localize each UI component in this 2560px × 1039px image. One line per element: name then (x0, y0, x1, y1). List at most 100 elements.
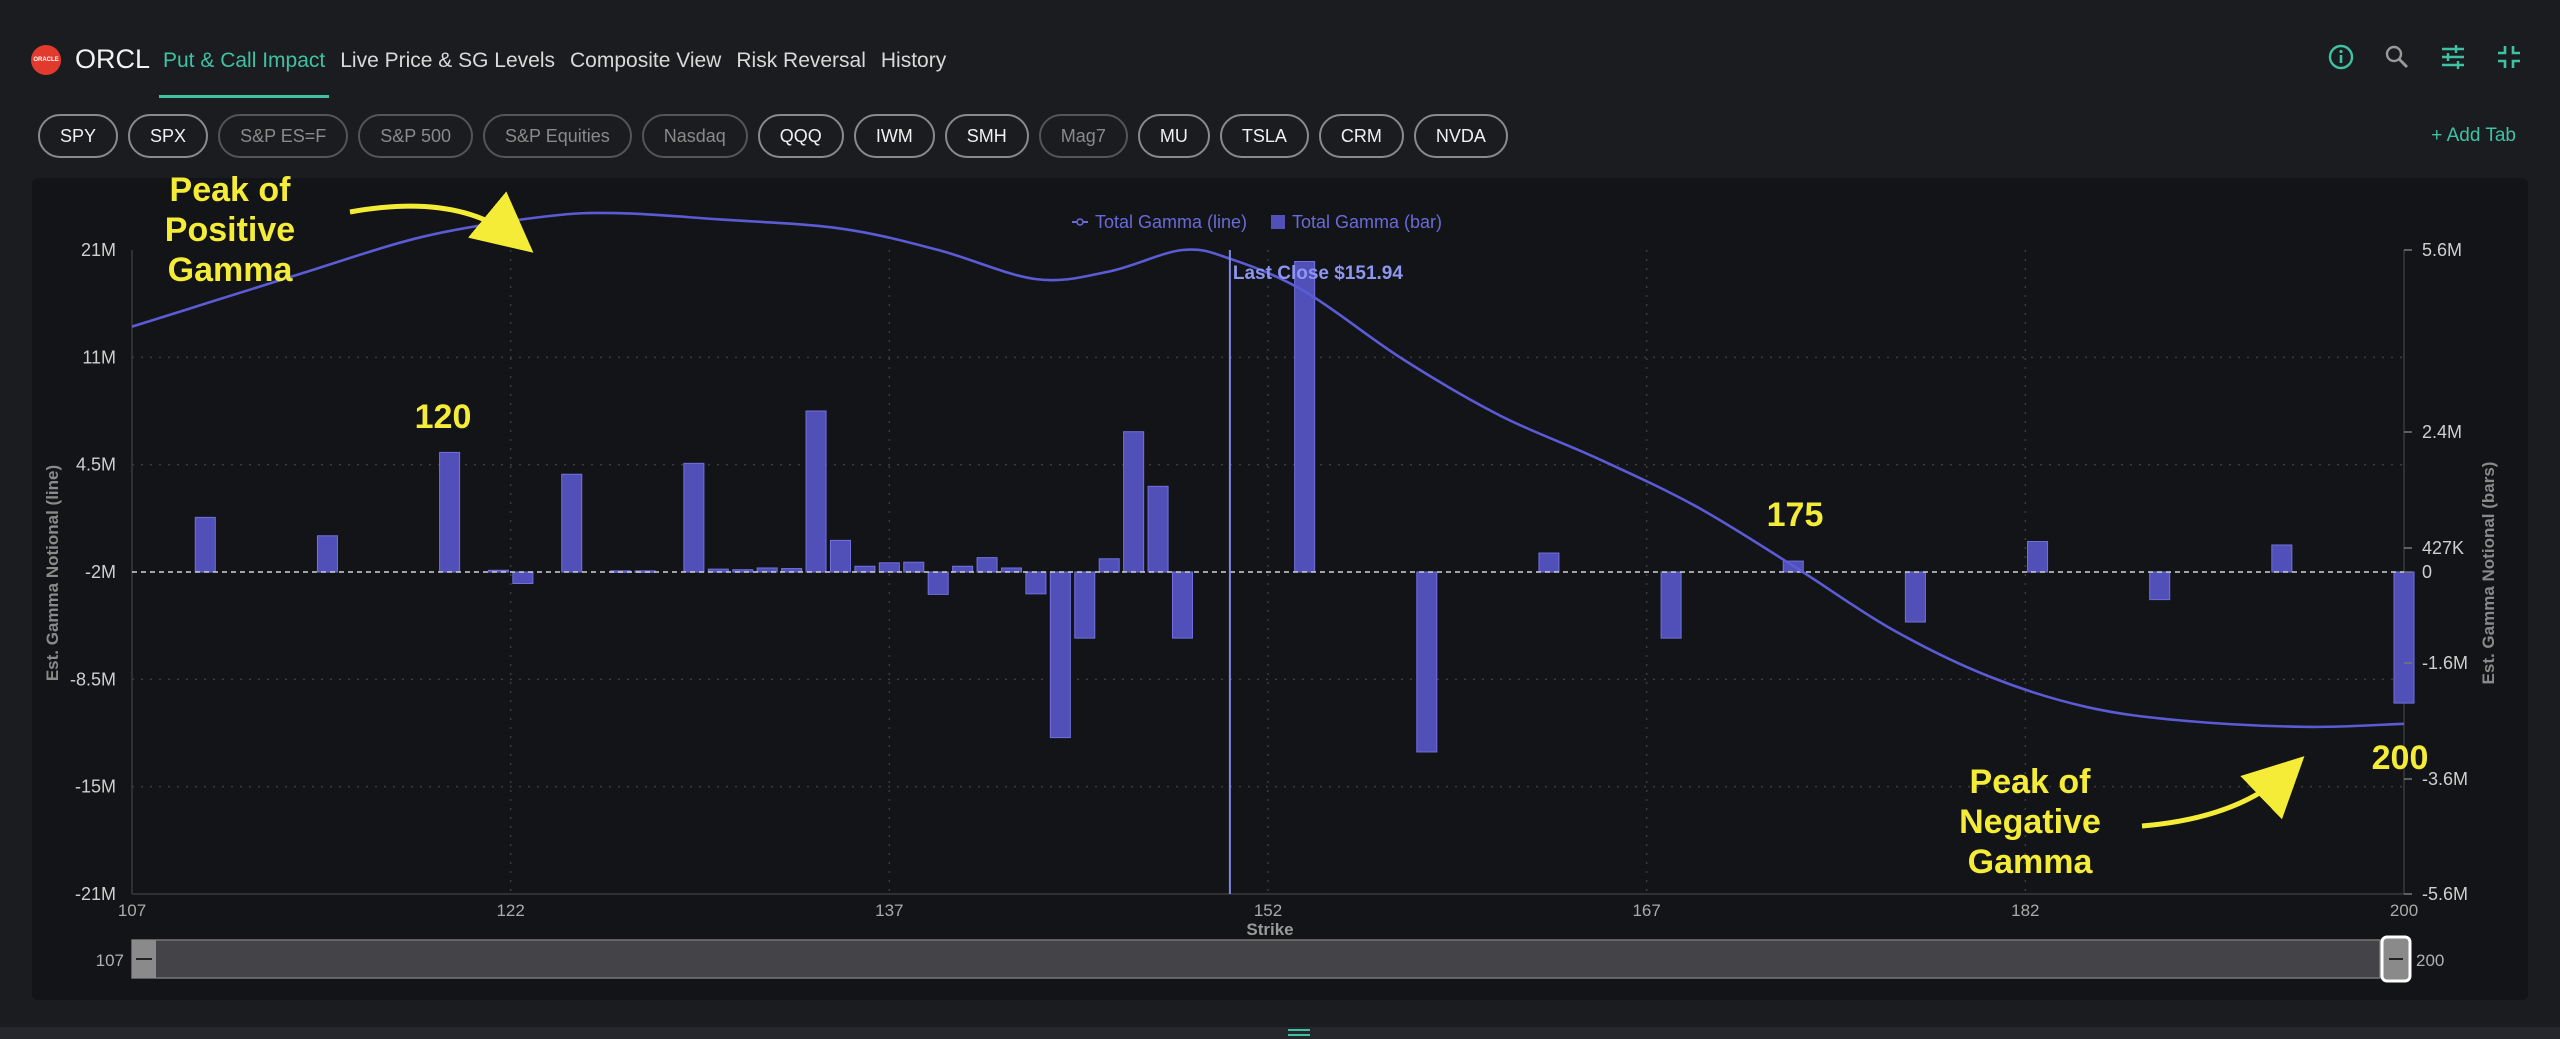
tab-composite-view[interactable]: Composite View (570, 49, 722, 72)
gamma-bar (2393, 571, 2415, 704)
symbol-tab-mag7[interactable]: Mag7 (1038, 114, 1128, 158)
x-axis-ticks: 107 122 137 152 167 182 200 (118, 901, 2418, 920)
left-axis-ticks: 21M 11M 4.5M -2M -8.5M -15M -21M (70, 240, 116, 904)
search-icon[interactable] (2384, 44, 2410, 70)
chart-legend: Total Gamma (line) Total Gamma (bar) (1072, 212, 1442, 232)
gamma-bar (1538, 552, 1560, 573)
symbol-tab-crm[interactable]: CRM (1318, 114, 1404, 158)
gamma-bar (1416, 571, 1438, 753)
symbol-tab-qqq[interactable]: QQQ (757, 114, 844, 158)
legend-bar-label[interactable]: Total Gamma (bar) (1292, 212, 1442, 232)
symbol-tab-sp-equities[interactable]: S&P Equities (483, 114, 632, 158)
tab-put-call-impact[interactable]: Put & Call Impact (158, 49, 330, 98)
gamma-bar (439, 451, 461, 573)
x-tick-label: 182 (2011, 901, 2039, 920)
symbol-tab-nvda[interactable]: NVDA (1413, 114, 1508, 158)
add-tab-button[interactable]: + Add Tab (2431, 125, 2516, 146)
annotation-200: 200 (2371, 739, 2429, 777)
chart-panel (32, 178, 2528, 1000)
tab-live-price-sg-levels[interactable]: Live Price & SG Levels (340, 49, 555, 72)
gamma-bar (927, 571, 949, 595)
x-axis-label: Strike (1246, 920, 1293, 939)
gamma-bar (561, 473, 583, 573)
gamma-bar (316, 535, 338, 573)
symbol-tab-spy[interactable]: SPY (38, 114, 119, 158)
symbol-tab-bar: SPY SPX S&P ES=F S&P 500 S&P Equities Na… (38, 114, 1508, 158)
tab-history[interactable]: History (880, 49, 947, 72)
right-tick-label: -5.6M (2422, 884, 2468, 904)
ticker-symbol[interactable]: ORCL (75, 44, 151, 74)
right-tick-label: 427K (2422, 538, 2464, 558)
gamma-bar (732, 569, 754, 573)
gamma-bar (2271, 544, 2293, 573)
left-tick-label: -2M (85, 562, 116, 582)
legend-bar-swatch (1271, 215, 1285, 229)
footer-bar (0, 1027, 2560, 1039)
right-tick-label: -1.6M (2422, 653, 2468, 673)
right-tick-label: -3.6M (2422, 769, 2468, 789)
annotation-120: 120 (414, 398, 472, 436)
gamma-bar (903, 561, 925, 573)
gamma-bar (194, 516, 216, 573)
left-axis-label: Est. Gamma Notional (line) (43, 465, 62, 681)
top-bar: ORACLE ORCL Put & Call Impact Live Price… (0, 0, 2560, 100)
x-tick-label: 167 (1632, 901, 1660, 920)
left-tick-label: -15M (75, 777, 116, 797)
gamma-bar (2027, 541, 2049, 573)
legend-line-marker (1076, 218, 1084, 226)
symbol-tab-tsla[interactable]: TSLA (1219, 114, 1309, 158)
gamma-bar (756, 567, 778, 573)
total-gamma-line (131, 211, 2405, 729)
gamma-bar (1904, 571, 1926, 623)
gamma-bar (1294, 261, 1316, 573)
gamma-bar (854, 565, 876, 573)
last-close-label: Last Close $151.94 (1233, 263, 1403, 284)
gamma-bar (952, 565, 974, 573)
oracle-logo: ORACLE (31, 45, 61, 75)
gamma-bar (1074, 571, 1096, 639)
logo-text: ORACLE (33, 57, 59, 63)
zoom-track[interactable] (131, 939, 2381, 979)
legend-line-label[interactable]: Total Gamma (line) (1095, 212, 1247, 232)
left-tick-label: -8.5M (70, 669, 116, 689)
left-tick-label: 4.5M (76, 455, 116, 475)
collapse-icon[interactable] (2496, 44, 2522, 70)
gamma-bar (1098, 558, 1120, 573)
left-tick-label: 11M (82, 347, 116, 367)
right-tick-label: 0 (2422, 562, 2432, 582)
symbol-tab-iwm[interactable]: IWM (853, 114, 935, 158)
tab-risk-reversal[interactable]: Risk Reversal (736, 49, 866, 72)
gamma-bar (1660, 571, 1682, 639)
symbol-tab-mu[interactable]: MU (1137, 114, 1210, 158)
right-axis-label: Est. Gamma Notional (bars) (2479, 462, 2498, 685)
zoom-range-slider[interactable]: 107 200 (96, 935, 2445, 983)
symbol-tab-sp-es-f[interactable]: S&P ES=F (218, 114, 349, 158)
symbol-tab-sp-500[interactable]: S&P 500 (358, 114, 474, 158)
bar-series (194, 261, 2415, 753)
left-tick-label: -21M (75, 884, 116, 904)
settings-sliders-icon[interactable] (2440, 44, 2466, 70)
gamma-bar (976, 557, 998, 573)
right-tick-label: 2.4M (2422, 422, 2462, 442)
symbol-tab-smh[interactable]: SMH (944, 114, 1029, 158)
x-tick-label: 200 (2390, 901, 2418, 920)
gamma-bar (683, 462, 705, 573)
annotation-175: 175 (1766, 496, 1824, 534)
arrow-negative-peak (2141, 756, 2305, 829)
gamma-bar (805, 410, 827, 573)
gamma-bar (878, 562, 900, 573)
info-icon[interactable] (2328, 44, 2354, 70)
gamma-bar (1025, 571, 1047, 595)
x-tick-label: 137 (875, 901, 903, 920)
gamma-bar (512, 571, 534, 584)
annotation-peak-positive: Peak of Positive Gamma (164, 171, 296, 289)
x-tick-label: 122 (496, 901, 524, 920)
drag-handle-icon[interactable] (1288, 1027, 1310, 1037)
top-icons (2328, 44, 2522, 70)
symbol-tab-spx[interactable]: SPX (128, 114, 209, 158)
x-tick-label: 107 (118, 901, 146, 920)
gamma-bar (1123, 431, 1145, 573)
zoom-range-end: 200 (2416, 951, 2444, 970)
symbol-tab-nasdaq[interactable]: Nasdaq (641, 114, 748, 158)
